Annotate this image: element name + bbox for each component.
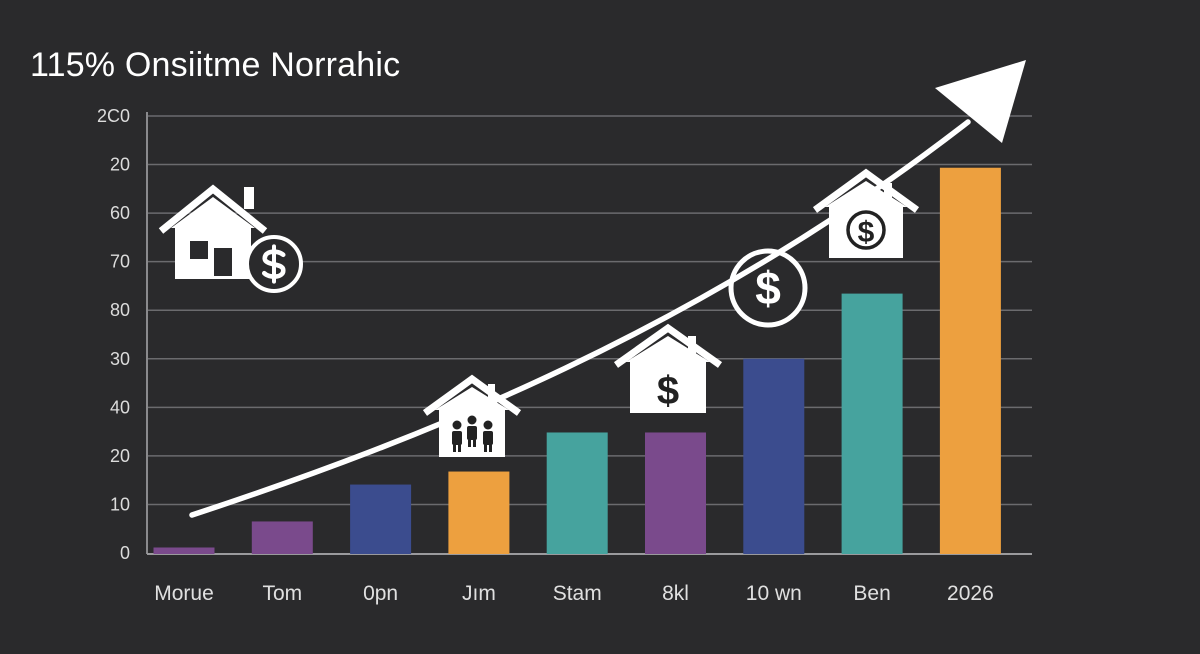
bar	[645, 432, 706, 554]
x-tick-label: 2026	[947, 582, 994, 605]
trend-arrow	[189, 60, 1026, 518]
house-dollar-icon	[158, 184, 303, 293]
bar	[743, 358, 805, 554]
x-tick-label: 0pn	[363, 582, 398, 605]
y-tick-label: 40	[110, 397, 130, 417]
chart-title: 115% Onsiitme Norrahic	[30, 46, 401, 84]
x-tick-label: 10 wn	[746, 582, 802, 605]
y-tick-label: 10	[110, 494, 130, 514]
svg-text:$: $	[657, 369, 679, 413]
x-tick-labels: Morue Tom 0pn Jım Stam 8kl 10 wn Ben 2026	[154, 582, 994, 605]
x-tick-label: Jım	[462, 582, 496, 605]
y-tick-label: 80	[110, 300, 130, 320]
y-tick-label: 60	[110, 203, 130, 223]
bar	[841, 293, 903, 554]
x-tick-label: 8kl	[662, 582, 689, 605]
y-tick-labels: 0 10 20 40 30 80 70 60 20 2C0	[97, 106, 130, 563]
x-tick-label: Tom	[262, 582, 302, 605]
trend-arrow-head	[935, 60, 1026, 143]
house-dollar-icon: $	[613, 323, 723, 413]
y-tick-label: 70	[110, 252, 130, 272]
bar	[546, 432, 608, 554]
house-people-icon	[422, 374, 522, 457]
bars	[153, 167, 1001, 555]
trend-arrow-line	[189, 119, 971, 518]
y-tick-label: 30	[110, 349, 130, 369]
svg-text:$: $	[755, 262, 781, 314]
x-tick-label: Ben	[853, 582, 890, 605]
bar	[448, 471, 510, 554]
x-tick-label: Stam	[553, 582, 602, 605]
y-tick-label: 20	[110, 446, 130, 466]
y-tick-label: 2C0	[97, 106, 130, 126]
bar	[251, 521, 313, 554]
y-tick-label: 0	[120, 543, 130, 563]
bar	[939, 167, 1001, 555]
bar	[153, 547, 215, 554]
house-dollar-icon: $	[812, 168, 920, 258]
bar	[350, 484, 412, 554]
svg-text:$: $	[858, 216, 875, 249]
x-tick-label: Morue	[154, 582, 214, 605]
y-tick-label: 20	[110, 155, 130, 175]
